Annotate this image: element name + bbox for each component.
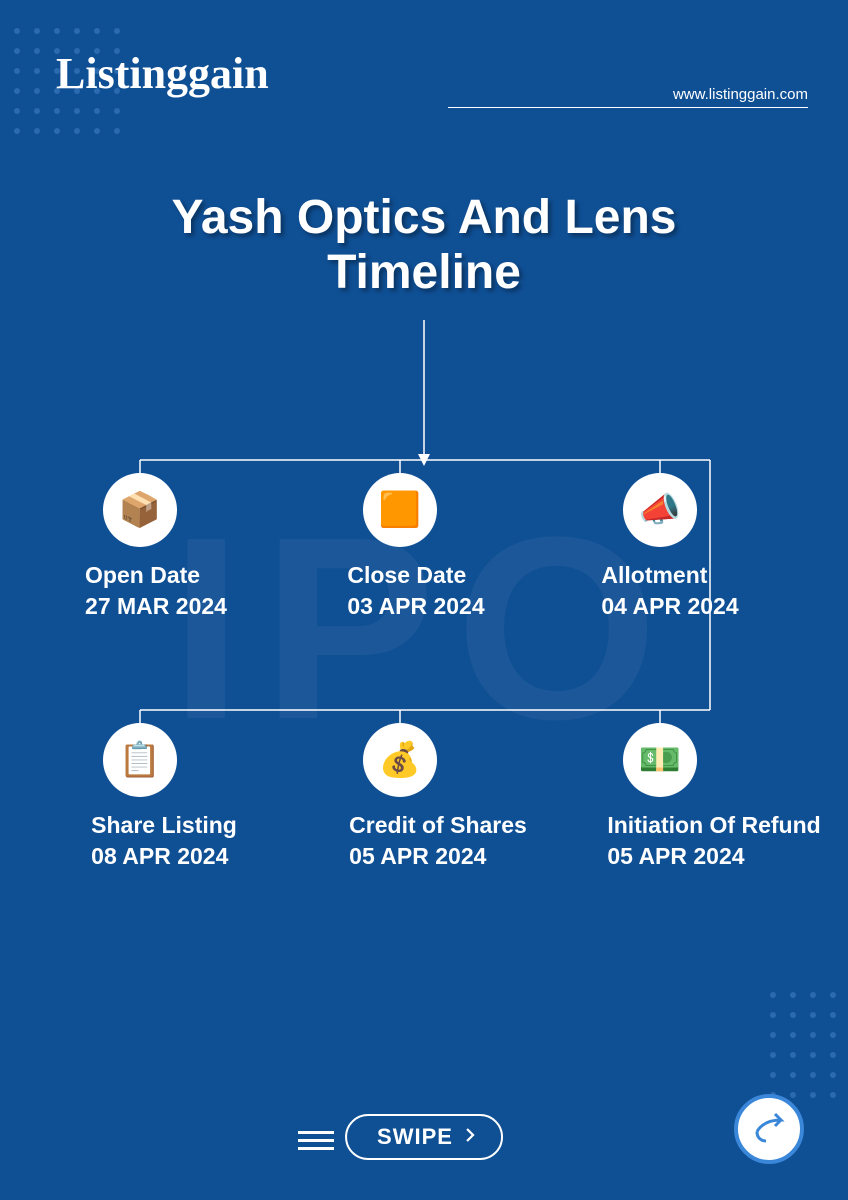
timeline-node-date: 03 APR 2024 bbox=[347, 591, 484, 622]
timeline-node-icon: 💵 bbox=[623, 723, 697, 797]
title-line-2: Timeline bbox=[0, 245, 848, 300]
swipe-label: SWIPE bbox=[377, 1124, 453, 1150]
timeline-node-date: 05 APR 2024 bbox=[349, 841, 527, 872]
timeline-flow: 📦 Open Date27 MAR 2024 🟧 Close Date03 APR 2… bbox=[60, 320, 788, 940]
timeline-node-icon: 📦 bbox=[103, 473, 177, 547]
site-url: www.listinggain.com bbox=[448, 86, 808, 103]
timeline-node-icon: 🟧 bbox=[363, 473, 437, 547]
share-icon bbox=[751, 1111, 787, 1147]
site-url-block: www.listinggain.com bbox=[448, 86, 808, 108]
timeline-node-label: Close Date bbox=[347, 560, 484, 591]
timeline-node-date: 27 MAR 2024 bbox=[85, 591, 227, 622]
timeline-node-icon: 💰 bbox=[363, 723, 437, 797]
title-line-1: Yash Optics And Lens bbox=[0, 190, 848, 245]
url-underline bbox=[448, 107, 808, 108]
timeline-node-icon: 📋 bbox=[103, 723, 177, 797]
page-title: Yash Optics And Lens Timeline bbox=[0, 190, 848, 300]
share-button[interactable] bbox=[734, 1094, 804, 1164]
chevron-right-icon bbox=[461, 1124, 479, 1150]
timeline-node-label: Open Date bbox=[85, 560, 227, 591]
timeline-node-icon: 📣 bbox=[623, 473, 697, 547]
timeline-node-text: Share Listing08 APR 2024 bbox=[91, 810, 237, 872]
timeline-node-text: Allotment04 APR 2024 bbox=[601, 560, 738, 622]
timeline-node-label: Allotment bbox=[601, 560, 738, 591]
timeline-node-label: Credit of Shares bbox=[349, 810, 527, 841]
timeline-node-date: 08 APR 2024 bbox=[91, 841, 237, 872]
timeline-node-text: Initiation Of Refund05 APR 2024 bbox=[607, 810, 820, 872]
swipe-button[interactable]: SWIPE bbox=[345, 1114, 503, 1160]
timeline-node-date: 04 APR 2024 bbox=[601, 591, 738, 622]
timeline-node-text: Credit of Shares05 APR 2024 bbox=[349, 810, 527, 872]
swipe-motion-lines bbox=[298, 1131, 334, 1150]
brand-logo: Listinggain bbox=[56, 48, 269, 99]
timeline-node-label: Initiation Of Refund bbox=[607, 810, 820, 841]
timeline-node-date: 05 APR 2024 bbox=[607, 841, 820, 872]
timeline-node-text: Close Date03 APR 2024 bbox=[347, 560, 484, 622]
timeline-node-text: Open Date27 MAR 2024 bbox=[85, 560, 227, 622]
infographic-canvas: Listinggain www.listinggain.com Yash Opt… bbox=[0, 0, 848, 1200]
timeline-node-label: Share Listing bbox=[91, 810, 237, 841]
dot-grid-br bbox=[770, 992, 848, 1100]
